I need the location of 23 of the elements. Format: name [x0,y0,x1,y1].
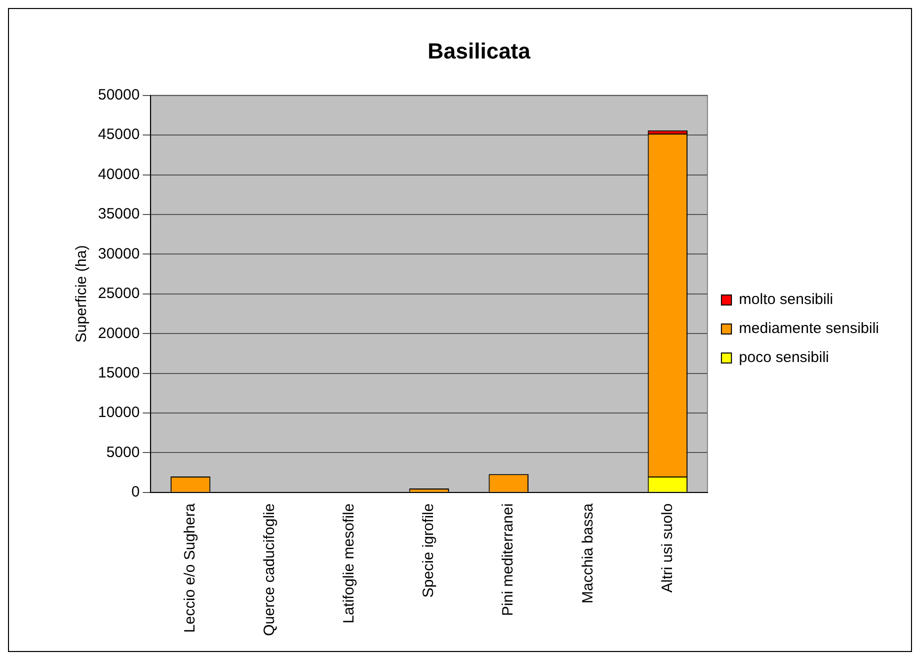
y-tick-label: 25000 [98,285,140,302]
y-tick-label: 40000 [98,166,140,183]
y-tick-label: 30000 [98,245,140,262]
x-tick-label: Macchia bassa [579,502,596,604]
y-tick-label: 5000 [106,444,140,461]
y-tick-label: 10000 [98,404,140,422]
x-tick-label: Querce caducifoglie [261,503,278,636]
x-tick-label: Leccio e/o Sughera [182,502,199,633]
y-tick-label: 35000 [98,206,140,223]
x-tick-label: Specie igrofile [420,503,438,598]
x-tick-label: Latifoglie mesofile [340,503,358,624]
legend-label: molto sensibili [738,291,834,308]
y-tick-label: 45000 [98,126,140,144]
y-tick-label: 15000 [98,364,140,382]
y-tick-label: 50000 [98,86,140,104]
x-tick-label: Pini mediterranei [500,503,517,616]
y-axis-title: Superficie (ha) [73,245,90,343]
legend-label: poco sensibili [738,349,829,366]
y-tick-label: 20000 [98,324,140,342]
x-tick-label: Altri usi suolo [658,503,676,593]
y-tick-label: 0 [131,484,140,501]
legend-label: mediamente sensibili [738,320,880,338]
chart-title: Basilicata [428,38,532,64]
